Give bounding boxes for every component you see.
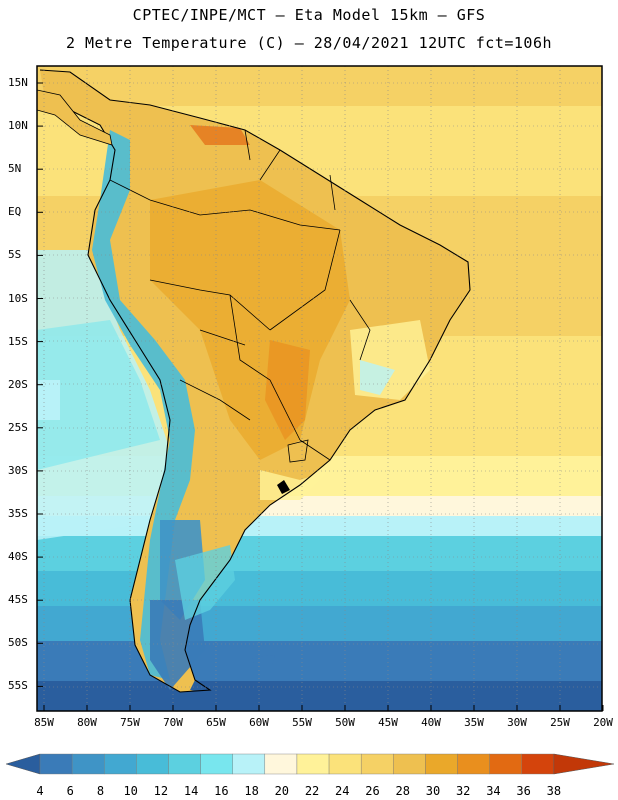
lon-label: 65W <box>206 716 226 729</box>
country-borders <box>109 129 371 461</box>
colorbar-segment <box>136 753 169 775</box>
colorbar-segment <box>200 753 233 775</box>
lon-label: 20W <box>593 716 613 729</box>
colorbar-segment <box>71 753 105 775</box>
lon-label: 85W <box>34 716 54 729</box>
lon-label: 40W <box>421 716 441 729</box>
lon-label: 75W <box>120 716 140 729</box>
colorbar-segment <box>328 753 362 775</box>
lon-label: 50W <box>335 716 355 729</box>
colorbar-label: 22 <box>304 784 320 798</box>
colorbar-label: 16 <box>214 784 229 798</box>
colorbar-label: 10 <box>123 784 138 798</box>
lat-label: 15S <box>8 334 28 348</box>
colorbar-label: 34 <box>486 784 501 798</box>
colorbar-arrow-left <box>5 753 41 775</box>
lat-label: 10S <box>8 291 28 305</box>
colorbar-segment <box>39 753 73 775</box>
colorbar <box>5 753 615 775</box>
colorbar-segment <box>264 753 298 775</box>
ocean-band-10 <box>37 606 602 641</box>
lon-label: 70W <box>163 716 183 729</box>
colorbar-label: 4 <box>36 784 44 798</box>
colorbar-label: 6 <box>66 784 74 798</box>
colorbar-label: 12 <box>153 784 169 798</box>
lat-label: EQ <box>8 205 22 219</box>
colorbar-label: 28 <box>395 784 410 798</box>
map-frame <box>36 65 603 712</box>
lat-label: 5N <box>8 162 22 176</box>
colorbar-segment <box>104 753 137 775</box>
lon-label: 35W <box>464 716 484 729</box>
lat-label: 10N <box>8 119 28 133</box>
colorbar-label: 8 <box>96 784 105 798</box>
colorbar-segment <box>232 753 266 775</box>
colorbar-label: 38 <box>546 784 562 798</box>
lat-label: 30S <box>8 463 28 477</box>
colorbar-label: 36 <box>516 784 531 798</box>
colorbar-label: 30 <box>425 784 441 798</box>
colorbar-label: 20 <box>274 784 290 798</box>
colorbar-segment <box>521 753 555 775</box>
colorbar-segment <box>457 753 490 775</box>
lat-label: 5S <box>8 248 22 262</box>
colorbar-label: 24 <box>335 784 350 798</box>
map-field <box>37 66 602 711</box>
colorbar-arrow-right <box>553 753 615 775</box>
ocean-band-8 <box>37 641 602 681</box>
lon-label: 80W <box>77 716 97 729</box>
chart-title-line1: CPTEC/INPE/MCT – Eta Model 15km – GFS <box>132 6 486 24</box>
ocean-band-12 <box>37 571 602 606</box>
lon-label: 30W <box>507 716 527 729</box>
lat-label: 45S <box>8 593 28 607</box>
colorbar-label: 32 <box>455 784 471 798</box>
lon-label: 45W <box>378 716 398 729</box>
ocean-band-14 <box>37 536 602 571</box>
lat-label: 55S <box>8 679 28 693</box>
lat-label: 20S <box>8 377 28 391</box>
lat-label: 35S <box>8 507 28 520</box>
ocean-band-north <box>37 66 602 106</box>
colorbar-segment <box>360 753 394 775</box>
lon-label: 25W <box>550 716 570 729</box>
colorbar-segment <box>489 753 522 775</box>
coastline <box>39 69 471 693</box>
colorbar-segment <box>168 753 201 775</box>
colorbar-label: 14 <box>183 784 199 798</box>
lat-label: 50S <box>8 636 28 650</box>
lat-label: 15N <box>8 76 28 89</box>
colorbar-label: 26 <box>365 784 380 798</box>
lat-label: 40S <box>8 550 28 564</box>
lon-label: 55W <box>292 716 312 729</box>
lat-label: 25S <box>8 420 28 434</box>
lon-label: 60W <box>249 716 269 729</box>
colorbar-segment <box>393 753 426 775</box>
colorbar-segment <box>296 753 330 775</box>
colorbar-label: 18 <box>244 784 259 798</box>
chart-title-line2: 2 Metre Temperature (C) – 28/04/2021 12U… <box>65 34 553 52</box>
ocean-band-6 <box>37 681 602 711</box>
colorbar-segment <box>425 753 458 775</box>
